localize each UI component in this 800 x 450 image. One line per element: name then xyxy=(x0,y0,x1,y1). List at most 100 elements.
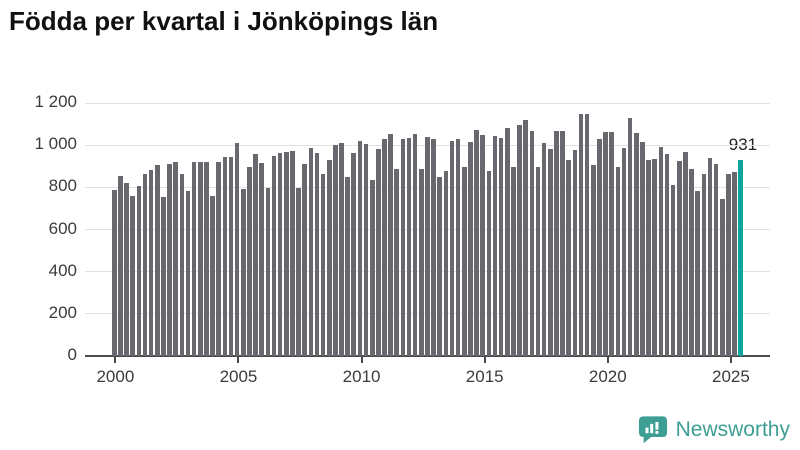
bar xyxy=(437,176,443,356)
bar xyxy=(197,162,203,356)
bar xyxy=(584,113,590,356)
bar xyxy=(234,143,240,356)
bar xyxy=(578,113,584,356)
x-axis-tick xyxy=(606,357,609,363)
bar xyxy=(572,150,578,356)
bar-series xyxy=(112,103,746,356)
bar xyxy=(204,162,209,356)
bar xyxy=(136,186,142,356)
bar xyxy=(191,162,197,356)
x-axis-tick-label: 2015 xyxy=(465,367,504,386)
bar xyxy=(382,138,387,356)
bar xyxy=(535,166,541,356)
bar xyxy=(265,188,271,356)
newsworthy-logo: Newsworthy xyxy=(638,415,790,444)
x-axis-tick-label: 2025 xyxy=(711,367,750,386)
bar xyxy=(345,177,350,356)
x-axis-tick xyxy=(237,357,240,363)
bar xyxy=(462,166,467,356)
bar xyxy=(523,120,529,356)
bar xyxy=(431,139,436,356)
bar xyxy=(517,125,522,356)
bar xyxy=(566,159,571,356)
bar xyxy=(259,162,264,356)
bar xyxy=(277,152,283,356)
bar xyxy=(271,156,277,356)
bar xyxy=(480,134,486,356)
x-axis-tick xyxy=(114,357,117,363)
bar xyxy=(597,139,602,356)
bar xyxy=(492,136,498,356)
bar xyxy=(419,168,424,356)
bar xyxy=(554,131,559,356)
bar xyxy=(148,169,154,356)
bar xyxy=(609,131,614,356)
bar xyxy=(210,196,215,356)
y-axis-tick-label: 400 xyxy=(48,260,77,280)
bar xyxy=(603,131,608,356)
bar xyxy=(689,169,694,356)
bar xyxy=(732,171,737,356)
bar xyxy=(185,191,191,356)
bar xyxy=(498,137,504,356)
bar xyxy=(302,164,307,356)
bar xyxy=(326,160,332,356)
bar xyxy=(112,189,117,356)
bar xyxy=(547,149,553,356)
bar xyxy=(314,152,320,356)
bar xyxy=(363,143,369,356)
bar xyxy=(320,174,326,356)
bar xyxy=(351,152,357,356)
x-axis-tick-label: 2010 xyxy=(342,367,381,386)
bar xyxy=(179,174,185,356)
bar xyxy=(646,159,651,356)
bar xyxy=(357,140,363,356)
bar xyxy=(695,190,700,356)
x-axis-tick xyxy=(360,357,363,363)
bar xyxy=(529,130,535,356)
bar xyxy=(615,166,621,356)
bar xyxy=(676,160,682,356)
highlight-bar xyxy=(738,159,743,356)
bar xyxy=(333,145,338,356)
bar xyxy=(283,151,289,356)
bar xyxy=(240,189,246,356)
bar xyxy=(719,198,725,356)
bar xyxy=(400,139,406,356)
bar xyxy=(449,140,455,356)
bar xyxy=(222,157,228,356)
bar xyxy=(154,164,160,356)
bar xyxy=(130,196,136,356)
y-axis-tick-label: 200 xyxy=(48,302,77,322)
bar xyxy=(658,146,664,356)
bar xyxy=(425,136,430,356)
x-axis-line xyxy=(85,355,770,357)
bar xyxy=(468,141,473,356)
speech-bubble-bar-chart-icon xyxy=(638,416,667,444)
bar xyxy=(216,161,221,356)
bar xyxy=(627,117,633,356)
gridline xyxy=(85,102,770,104)
bar xyxy=(474,129,479,356)
bar xyxy=(308,147,314,356)
bar xyxy=(455,139,461,356)
plot-area: 931 0 200 400 600 800 1 000 1 200 2000 2005 2010 2… xyxy=(34,92,770,386)
bar xyxy=(486,171,492,356)
logo-text: Newsworthy xyxy=(675,417,790,441)
bar xyxy=(394,168,400,356)
bar xyxy=(369,180,375,356)
bar xyxy=(124,182,129,356)
bar xyxy=(247,166,252,356)
latest-value-label: 931 xyxy=(728,134,758,154)
bar xyxy=(173,162,178,356)
bar xyxy=(443,171,449,356)
bar xyxy=(412,133,418,356)
bar xyxy=(376,148,381,356)
bar xyxy=(633,132,639,356)
bar xyxy=(505,127,510,356)
bar xyxy=(228,156,234,356)
chart-area: 931 0 200 400 600 800 1 000 1 200 2000 2005 2010 2… xyxy=(0,90,800,400)
bar xyxy=(713,163,719,356)
bar xyxy=(511,166,516,356)
